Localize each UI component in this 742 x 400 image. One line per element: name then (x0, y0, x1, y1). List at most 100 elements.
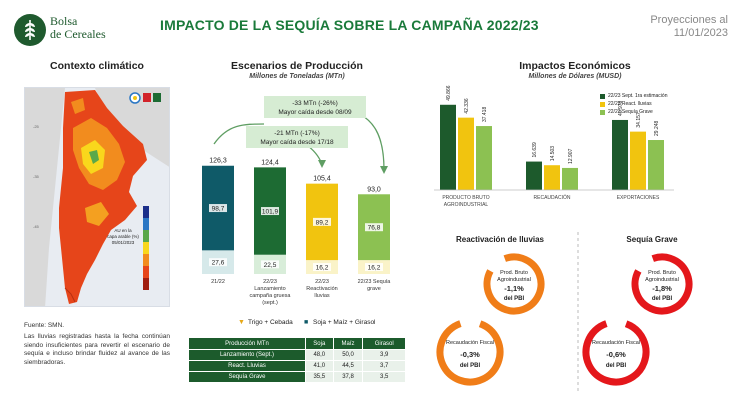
total-label: 124,4 (261, 159, 279, 166)
category-label: Lanzamiento (254, 286, 286, 292)
legend-swatch (600, 101, 605, 107)
annotation-arrow-1-start (213, 123, 265, 145)
econ-bar (526, 161, 542, 190)
data-label-bg (365, 223, 383, 232)
logo-text: Bolsa de Cereales (50, 15, 106, 41)
rain-fiscal-value: -0,3% (460, 350, 480, 359)
category-label: 22/23 Sequía (358, 279, 392, 285)
econ-bar (458, 117, 474, 190)
wheat-icon (25, 20, 35, 40)
annotation-1-line2: Mayor caída desde 08/09 (278, 109, 352, 116)
table-cell: React. Lluvias (188, 360, 306, 372)
scenario-panel: Reactivación de lluvias Prod. Bruto Agro… (436, 232, 693, 394)
econ-category-label: EXPORTACIONES (617, 195, 660, 201)
rain-pbi-suffix: del PBI (504, 296, 525, 302)
econ-data-label: 37.418 (482, 107, 488, 123)
drought-fiscal-ring: Recaudación Fiscal -0,6% del PBI (582, 318, 650, 386)
economic-title: Impactos Económicos (519, 60, 631, 72)
economic-legend-item: 22/23 Sept. 1ra estimación (600, 92, 667, 100)
rain-pbi-label1: Prod. Bruto (500, 270, 528, 276)
production-title: Escenarios de Producción (231, 60, 363, 72)
annotation-2-line1: -21 MTn (-17%) (274, 130, 320, 137)
table-cell: Lanzamiento (Sept.) (188, 349, 306, 361)
category-label: grave (367, 286, 381, 292)
legend-swatch (600, 109, 605, 115)
rain-fiscal-label: Recaudación Fiscal (446, 340, 494, 346)
map-legend-line1: AU en la (114, 228, 132, 233)
drought-scenario-title: Sequía Grave (626, 235, 678, 244)
map-legend-title: AU en la capa arable (%) 05/01/2023 (105, 228, 141, 246)
category-label: 22/23 (263, 279, 277, 285)
data-label: 22,5 (264, 262, 277, 269)
projection-line2: 11/01/2023 (673, 27, 728, 39)
annotation-box-2 (246, 126, 348, 148)
annotation-2-line2: Mayor caída desde 17/18 (260, 139, 334, 146)
drought-fiscal-label: Recaudación Fiscal (592, 340, 640, 346)
econ-bar (612, 119, 628, 190)
projection-date: Proyecciones al 11/01/2023 (650, 14, 728, 40)
data-label-bg (209, 258, 227, 267)
rain-fiscal-ring: Recaudación Fiscal -0,3% del PBI (436, 318, 504, 386)
econ-data-label: 14.503 (550, 146, 556, 162)
econ-data-label: 49.866 (446, 85, 452, 101)
economic-chart: 49.866 42.336 37.418 PRODUCTO BRUTOAGROINDU… (434, 85, 674, 208)
projection-line1: Proyecciones al (650, 14, 728, 26)
logo-line1: Bolsa (50, 14, 78, 28)
page-title: IMPACTO DE LA SEQUÍA SOBRE LA CAMPAÑA 20… (160, 17, 539, 33)
legend-marker-b: ■ (304, 319, 308, 326)
econ-category-label: PRODUCTO BRUTO (442, 195, 489, 201)
table-cell: 41,0 (304, 360, 334, 372)
table-header: Producción MTn (188, 337, 306, 350)
category-label: 22/23 (315, 279, 329, 285)
econ-data-label: 40.978 (618, 100, 624, 116)
climate-map: -25 -35 -45 AU en la capa arable (%) 05/… (24, 87, 170, 307)
legend-swatch (600, 93, 605, 99)
econ-bar (648, 140, 664, 190)
economic-legend-item: 22/23 React. lluvias (600, 100, 667, 108)
econ-data-label: 12.907 (568, 148, 574, 164)
data-label-bg (261, 207, 279, 216)
data-label-bg (365, 263, 383, 272)
drought-pbi-ring: Prod. Bruto Agroindustrial -1,8% del PBI (631, 253, 693, 315)
production-table: Producción MTn Soja Maíz Girasol Lanzami… (188, 337, 406, 383)
econ-data-label: 34.157 (636, 112, 642, 128)
svg-text:-45: -45 (33, 224, 40, 229)
map-legend-line3: 05/01/2023 (111, 240, 135, 245)
rain-scenario-title: Reactivación de lluvias (456, 235, 545, 244)
economic-legend-item: 22/23 Sequía Grave (600, 108, 667, 116)
agency-logo-red (143, 93, 151, 102)
table-header: Girasol (362, 337, 406, 350)
econ-bar (476, 126, 492, 190)
legend-label-a: Trigo + Cebada (248, 319, 293, 326)
legend-label: 22/23 Sequía Grave (608, 109, 653, 115)
total-label: 105,4 (313, 176, 331, 183)
table-cell: 3,5 (362, 371, 406, 383)
map-legend-line2: capa arable (%) (107, 234, 139, 239)
legend-marker-a: ▼ (238, 319, 245, 326)
data-label: 101,9 (262, 209, 279, 216)
rain-pbi-ring: Prod. Bruto Agroindustrial -1,1% del PBI (483, 253, 545, 315)
table-row: Lanzamiento (Sept.) 48,0 50,0 3,9 (188, 349, 406, 361)
data-label: 16,2 (316, 265, 329, 272)
table-header: Soja (304, 337, 334, 350)
annotation-box-1 (264, 96, 366, 118)
economic-legend: 22/23 Sept. 1ra estimación 22/23 React. … (600, 92, 667, 116)
category-label: lluvias (314, 293, 330, 299)
table-cell: 48,0 (304, 349, 334, 361)
econ-category-label: AGROINDUSTRIAL (444, 202, 489, 208)
climate-title: Contexto climático (50, 60, 144, 72)
table-cell: 3,7 (362, 360, 406, 372)
data-label-bg (261, 260, 279, 269)
legend-label-b: Soja + Maíz + Girasol (313, 319, 376, 326)
econ-data-label: 29.248 (654, 121, 660, 137)
table-cell: 50,0 (332, 349, 364, 361)
argentina-map-graphic: -25 -35 -45 (25, 88, 169, 306)
map-source: Fuente: SMN. (24, 322, 65, 329)
svg-text:-25: -25 (33, 124, 40, 129)
econ-category-label: RECAUDACIÓN (534, 194, 571, 201)
agency-logo-green (153, 93, 161, 102)
econ-bar (562, 167, 578, 190)
econ-data-label: 42.336 (464, 98, 470, 114)
table-header: Maíz (332, 337, 364, 350)
drought-pbi-label2: Agroindustrial (645, 277, 679, 283)
